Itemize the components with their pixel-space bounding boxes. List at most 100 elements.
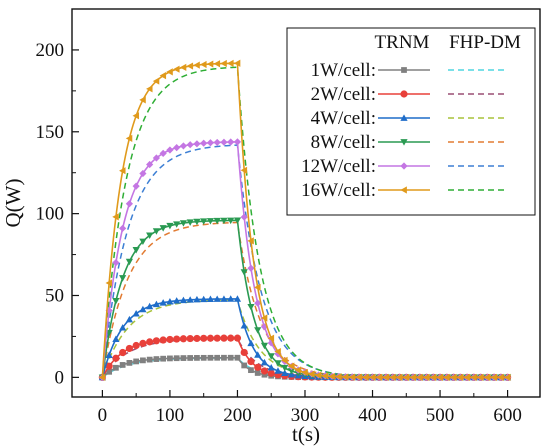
data-point <box>233 59 241 67</box>
data-point <box>227 354 234 361</box>
data-point <box>274 367 282 374</box>
plot-frame <box>71 8 541 398</box>
data-point <box>490 373 497 381</box>
data-point <box>254 351 262 358</box>
data-point <box>213 334 221 342</box>
data-point <box>153 356 160 362</box>
data-point <box>254 363 262 371</box>
data-point <box>240 213 248 221</box>
data-point <box>206 218 215 225</box>
data-point <box>186 219 194 226</box>
data-point <box>186 62 194 70</box>
data-point <box>125 344 134 353</box>
trnm-markers-6 <box>98 59 511 381</box>
data-point <box>227 217 235 225</box>
x-tick-label: 500 <box>426 405 455 426</box>
data-point <box>146 302 154 310</box>
data-point <box>227 138 235 146</box>
data-point <box>368 373 376 381</box>
data-point <box>409 373 416 381</box>
data-point <box>261 371 268 378</box>
data-point <box>112 354 120 362</box>
plot-marks <box>98 59 512 381</box>
y-tick-label: 200 <box>36 40 65 61</box>
data-point <box>220 217 228 225</box>
data-point <box>146 356 153 363</box>
data-point <box>200 60 207 69</box>
data-point <box>443 373 450 381</box>
data-point <box>159 225 167 232</box>
data-point <box>179 142 188 150</box>
data-point <box>220 334 228 342</box>
data-point <box>159 72 167 80</box>
data-point <box>125 258 134 266</box>
data-point <box>233 138 242 146</box>
data-point <box>227 334 235 342</box>
x-tick-label: 600 <box>493 405 522 426</box>
data-point <box>193 334 201 343</box>
y-tick-label: 100 <box>36 204 65 225</box>
data-point <box>483 373 491 381</box>
data-point <box>152 154 161 162</box>
data-point <box>206 60 214 68</box>
data-point <box>328 372 335 381</box>
data-point <box>105 362 113 370</box>
data-point <box>234 354 241 361</box>
data-point <box>456 373 464 381</box>
data-point <box>207 354 214 361</box>
data-point <box>301 368 308 377</box>
data-point <box>173 65 180 73</box>
data-point <box>159 336 167 344</box>
data-point <box>267 353 275 360</box>
data-point <box>126 360 133 366</box>
data-point <box>254 327 262 334</box>
data-point <box>247 264 255 272</box>
data-point <box>213 217 221 225</box>
data-point <box>281 364 289 372</box>
data-point <box>267 363 275 371</box>
data-point <box>193 295 201 303</box>
data-point <box>389 373 396 381</box>
data-point <box>254 283 261 291</box>
data-point <box>152 300 161 308</box>
data-point <box>125 200 134 208</box>
data-point <box>146 160 154 169</box>
legend-label-1: 1W/cell: <box>311 60 376 81</box>
y-tick-label: 0 <box>55 367 65 388</box>
data-point <box>248 367 254 374</box>
data-point <box>308 370 315 378</box>
x-tick-label: 0 <box>98 405 108 426</box>
data-point <box>400 114 408 121</box>
data-point <box>267 339 275 347</box>
data-point <box>400 90 408 98</box>
data-point <box>247 357 255 366</box>
legend-label-6: 16W/cell: <box>301 180 376 201</box>
data-point <box>105 279 113 287</box>
data-point <box>213 295 221 302</box>
data-point <box>401 67 407 73</box>
data-point <box>314 371 322 379</box>
data-point <box>140 357 146 364</box>
data-point <box>247 303 255 311</box>
y-axis-ticks: 0 50 100 150 200 <box>36 40 79 388</box>
data-point <box>133 358 140 365</box>
data-point <box>214 354 221 361</box>
data-point <box>139 238 147 246</box>
data-point <box>240 269 248 276</box>
data-point <box>159 149 167 157</box>
data-point <box>206 334 215 342</box>
data-point <box>233 295 242 302</box>
data-point <box>132 112 140 120</box>
data-point <box>221 354 227 361</box>
data-point <box>240 166 248 174</box>
data-point <box>375 373 383 381</box>
data-point <box>348 373 356 381</box>
data-point <box>281 356 288 364</box>
data-point <box>194 355 200 361</box>
data-point <box>382 373 389 381</box>
data-point <box>287 368 296 375</box>
data-point <box>220 138 228 146</box>
data-point <box>166 68 173 76</box>
data-point <box>429 373 437 381</box>
